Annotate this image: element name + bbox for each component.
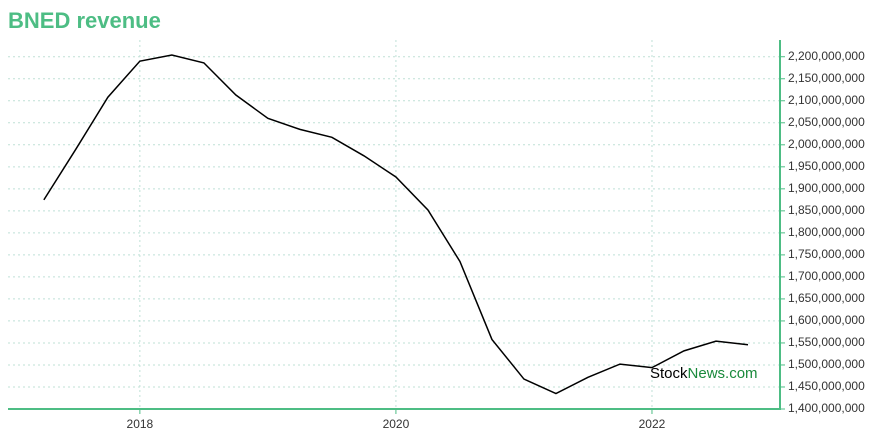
y-tick-label: 1,700,000,000 xyxy=(788,269,865,283)
x-tick-label: 2018 xyxy=(127,417,154,431)
y-tick-label: 2,100,000,000 xyxy=(788,93,865,107)
y-tick-label: 1,850,000,000 xyxy=(788,203,865,217)
y-tick-label: 1,450,000,000 xyxy=(788,379,865,393)
watermark-part: News.com xyxy=(688,365,758,382)
y-tick-label: 1,800,000,000 xyxy=(788,225,865,239)
watermark-part: Stock xyxy=(650,365,688,382)
y-tick-label: 1,500,000,000 xyxy=(788,357,865,371)
y-tick-label: 1,550,000,000 xyxy=(788,335,865,349)
x-tick-label: 2022 xyxy=(639,417,666,431)
y-tick-label: 2,150,000,000 xyxy=(788,71,865,85)
y-tick-label: 1,900,000,000 xyxy=(788,181,865,195)
y-tick-label: 1,950,000,000 xyxy=(788,159,865,173)
y-tick-label: 2,200,000,000 xyxy=(788,49,865,63)
y-tick-label: 1,600,000,000 xyxy=(788,313,865,327)
y-tick-label: 1,650,000,000 xyxy=(788,291,865,305)
y-tick-label: 2,000,000,000 xyxy=(788,137,865,151)
x-tick-label: 2020 xyxy=(383,417,410,431)
watermark: StockNews.com xyxy=(650,365,758,382)
y-tick-label: 1,750,000,000 xyxy=(788,247,865,261)
line xyxy=(43,54,749,395)
y-tick-label: 1,400,000,000 xyxy=(788,401,865,415)
chart-title: BNED revenue xyxy=(8,8,161,33)
y-tick-label: 2,050,000,000 xyxy=(788,115,865,129)
